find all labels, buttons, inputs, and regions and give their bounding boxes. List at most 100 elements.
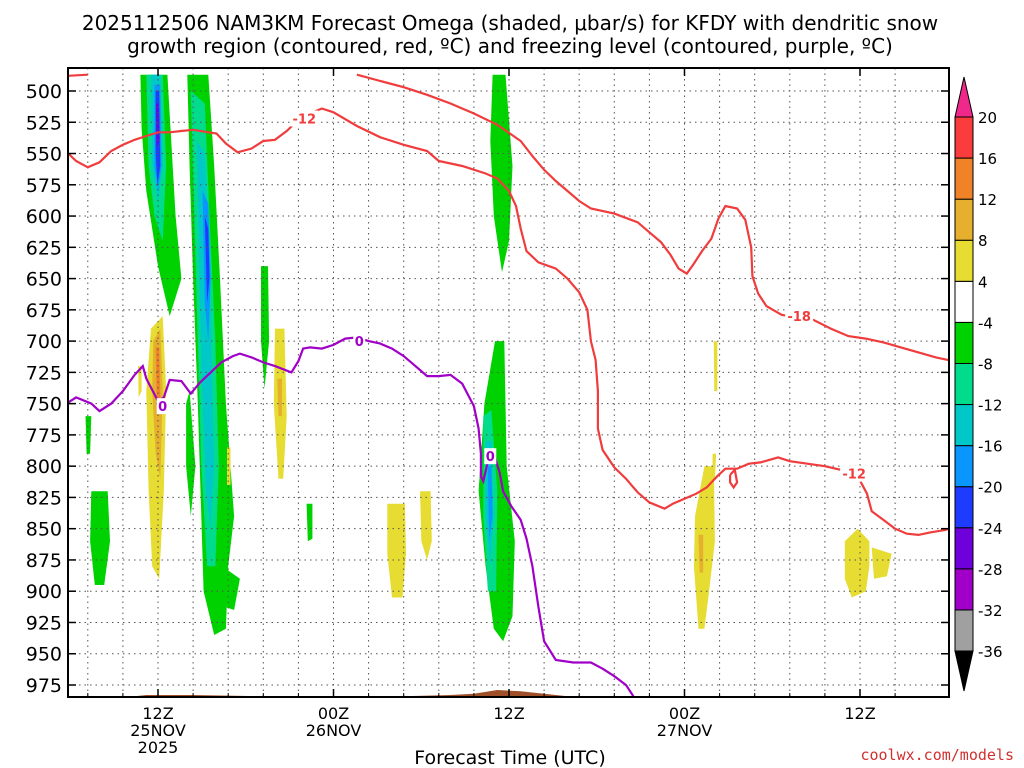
colorbar-label--8: -8: [978, 355, 993, 373]
omega-region-22: [156, 103, 160, 148]
y-tick-label-625: 625: [26, 237, 62, 259]
y-tick-label-675: 675: [26, 300, 62, 322]
y-tick-label-600: 600: [26, 206, 62, 228]
plot-area: [68, 74, 949, 697]
y-tick-label-700: 700: [26, 331, 62, 353]
y-tick-label-650: 650: [26, 269, 62, 291]
colorbar-label--36: -36: [978, 643, 1003, 661]
y-tick-label-825: 825: [26, 487, 62, 509]
x-tick-label-21-1: 25NOV: [130, 721, 186, 740]
dgz-contour-0: [68, 107, 949, 537]
colorbar-label--28: -28: [978, 561, 1003, 579]
y-tick-label-725: 725: [26, 362, 62, 384]
y-tick-label-500: 500: [26, 81, 62, 103]
omega-region-7: [85, 416, 92, 454]
colorbar-label-20: 20: [978, 109, 997, 127]
colorbar-box-8: [954, 321, 974, 364]
colorbar-label--4: -4: [978, 314, 993, 332]
x-tick-label-21-0: 12Z: [142, 704, 173, 723]
omega-region-6: [90, 491, 110, 585]
dgz-label-2: -12: [293, 113, 317, 128]
omega-region-4: [186, 391, 196, 517]
y-tick-label-575: 575: [26, 175, 62, 197]
colorbar-label-16: 16: [978, 150, 997, 168]
freezing-label-bg-1: [353, 333, 366, 350]
x-tick-label-66-1: 27NOV: [657, 721, 713, 740]
colorbar-min-triangle: [954, 650, 974, 692]
colorbar-box-3: [954, 527, 974, 570]
x-tick-label-51-0: 12Z: [493, 704, 524, 723]
dgz-contour-5: [728, 467, 739, 490]
dgz-label-bg-3: [785, 308, 814, 325]
credit-text: coolwx.com/models: [860, 746, 1014, 764]
colorbar-label--12: -12: [978, 397, 1003, 415]
colorbar-box-1: [954, 609, 974, 652]
omega-region-29: [693, 466, 715, 629]
colorbar-box-13: [954, 116, 974, 159]
colorbar-box-2: [954, 568, 974, 611]
omega-region-15: [196, 141, 215, 529]
omega-region-28: [420, 491, 432, 560]
dgz-label-3: -18: [787, 310, 811, 325]
freezing-label-2: 0: [486, 450, 495, 465]
dgz-label-1: -12: [842, 468, 866, 483]
dgz-label-bg-1: [840, 465, 869, 482]
x-tick-label-36-0: 00Z: [318, 704, 349, 723]
colorbar-box-7: [954, 362, 974, 406]
colorbar-label-12: 12: [978, 191, 997, 209]
colorbar-box-11: [954, 198, 974, 241]
y-tick-label-950: 950: [26, 644, 62, 666]
freezing-label-0: 0: [158, 400, 167, 415]
y-tick-label-875: 875: [26, 550, 62, 572]
omega-region-31: [713, 341, 718, 392]
colorbar-label--24: -24: [978, 520, 1003, 538]
colorbar-box-12: [954, 157, 974, 200]
colorbar-label-8: 8: [978, 232, 988, 250]
dgz-label-bg-2: [290, 110, 319, 127]
omega-region-37: [155, 347, 161, 404]
omega-region-30: [712, 453, 717, 479]
colorbar-label--20: -20: [978, 479, 1003, 497]
colorbar-box-4: [954, 486, 974, 529]
omega-region-5: [261, 266, 270, 389]
omega-region-19: [487, 466, 493, 542]
omega-region-21: [204, 216, 210, 304]
y-tick-label-900: 900: [26, 581, 62, 603]
omega-region-32: [844, 528, 870, 598]
y-tick-label-925: 925: [26, 612, 62, 634]
colorbar-label--16: -16: [978, 438, 1003, 456]
y-tick-label-975: 975: [26, 675, 62, 697]
colorbar-label-4: 4: [978, 273, 988, 291]
colorbar-box-5: [954, 445, 974, 488]
colorbar-box-10: [954, 239, 974, 282]
x-axis-label: Forecast Time (UTC): [414, 747, 605, 768]
omega-region-24: [138, 366, 142, 398]
y-axis: 500 525 550 575 600 625 650 675 700 725 750 775 800 8…: [26, 81, 949, 697]
terrain-fill: [68, 690, 949, 697]
freezing-label-bg-0: [156, 398, 169, 415]
omega-region-8: [306, 503, 313, 542]
colorbar-label--32: -32: [978, 602, 1003, 620]
y-tick-label-800: 800: [26, 456, 62, 478]
y-tick-label-525: 525: [26, 112, 62, 134]
grid-lines: [68, 68, 949, 697]
dgz-contour-4: [356, 73, 949, 362]
omega-colorbar: -36 -32 -28 -24 -20 -16 -12 -8 -4 4 8 12 16 20: [954, 76, 1003, 692]
freezing-label-bg-2: [484, 448, 497, 465]
omega-region-3: [222, 566, 240, 610]
chart-title-line-2: growth region (contoured, red, ºC) and f…: [127, 34, 893, 58]
colorbar-box-6: [954, 404, 974, 447]
omega-region-35: [277, 378, 282, 417]
freezing-label-1: 0: [355, 335, 364, 350]
omega-region-27: [387, 503, 406, 598]
y-tick-label-750: 750: [26, 394, 62, 416]
x-tick-label-21-2: 2025: [138, 738, 179, 757]
omega-region-36: [698, 534, 704, 573]
chart-title-line-1: 2025112506 NAM3KM Forecast Omega (shaded…: [82, 11, 938, 35]
x-tick-label-66-0: 00Z: [669, 704, 700, 723]
omega-region-33: [871, 547, 892, 579]
x-tick-label-36-1: 26NOV: [306, 721, 362, 740]
